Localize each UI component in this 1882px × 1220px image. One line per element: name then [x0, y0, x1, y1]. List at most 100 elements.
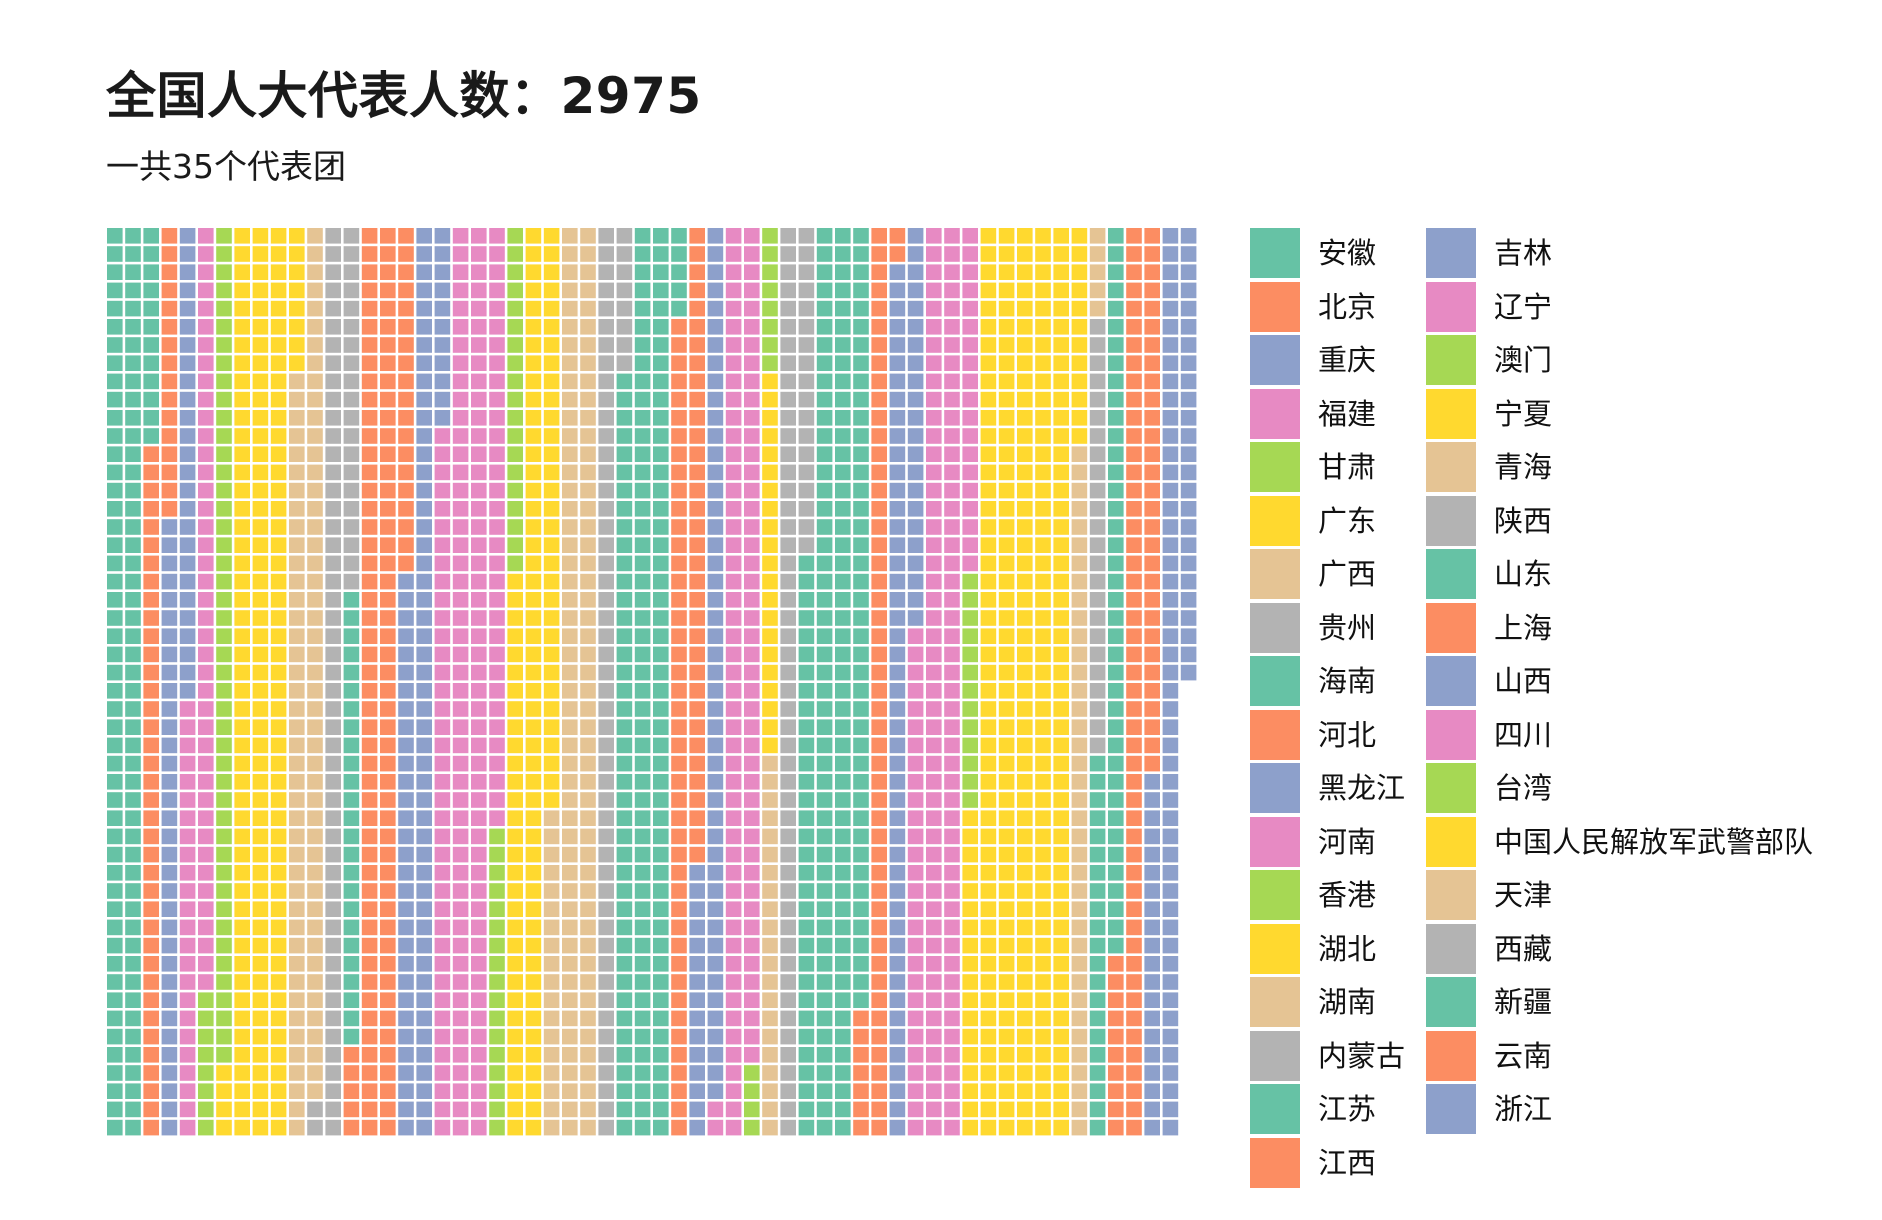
- waffle-cell: [107, 956, 123, 972]
- waffle-cell: [325, 792, 341, 808]
- waffle-cell: [798, 1065, 815, 1081]
- waffle-cell: [398, 373, 414, 390]
- waffle-cell: [1144, 1083, 1160, 1099]
- waffle-cell: [525, 865, 542, 881]
- waffle-cell: [689, 610, 705, 626]
- waffle-cell: [252, 865, 269, 881]
- waffle-cell: [161, 664, 178, 681]
- waffle-cell: [198, 774, 214, 790]
- waffle-cell: [1017, 992, 1033, 1008]
- waffle-cell: [853, 719, 869, 735]
- waffle-cell: [270, 810, 287, 826]
- waffle-cell: [853, 919, 869, 936]
- waffle-cell: [762, 865, 778, 881]
- waffle-cell: [1053, 610, 1069, 626]
- waffle-cell: [525, 482, 542, 499]
- waffle-cell: [398, 592, 414, 608]
- waffle-cell: [179, 501, 196, 517]
- waffle-cell: [926, 737, 942, 754]
- waffle-cell: [1108, 792, 1124, 808]
- waffle-cell: [198, 355, 214, 371]
- waffle-cell: [398, 410, 414, 426]
- waffle-cell: [107, 1065, 123, 1081]
- waffle-cell: [198, 664, 214, 681]
- waffle-cell: [889, 628, 906, 644]
- waffle-cell: [816, 501, 833, 517]
- waffle-cell: [907, 755, 924, 772]
- waffle-cell: [107, 537, 123, 553]
- waffle-cell: [707, 919, 724, 936]
- waffle-cell: [234, 537, 250, 553]
- waffle-cell: [471, 628, 487, 644]
- waffle-cell: [252, 992, 269, 1008]
- waffle-cell: [780, 1047, 796, 1063]
- waffle-cell: [598, 755, 614, 772]
- waffle-cell: [871, 555, 887, 572]
- waffle-cell: [871, 883, 887, 899]
- waffle-cell: [543, 300, 560, 317]
- waffle-cell: [307, 919, 323, 936]
- waffle-cell: [143, 228, 159, 244]
- waffle-cell: [853, 319, 869, 335]
- waffle-cell: [361, 482, 378, 499]
- waffle-cell: [525, 246, 542, 262]
- waffle-cell: [1108, 464, 1124, 481]
- waffle-cell: [962, 319, 978, 335]
- waffle-cell: [143, 319, 159, 335]
- waffle-cell: [1071, 610, 1088, 626]
- waffle-cell: [1162, 901, 1179, 917]
- waffle-cell: [434, 1010, 451, 1027]
- waffle-cell: [616, 664, 633, 681]
- waffle-cell: [725, 319, 742, 335]
- waffle-cell: [816, 646, 833, 663]
- waffle-cell: [634, 974, 651, 990]
- waffle-cell: [525, 1119, 542, 1136]
- waffle-series-7: [307, 228, 360, 1136]
- waffle-cell: [598, 610, 614, 626]
- waffle-cell: [744, 992, 760, 1008]
- waffle-cell: [871, 828, 887, 845]
- waffle-cell: [1126, 1101, 1142, 1118]
- waffle-cell: [889, 937, 906, 954]
- waffle-cell: [1071, 1028, 1088, 1045]
- waffle-cell: [198, 646, 214, 663]
- waffle-cell: [816, 282, 833, 299]
- waffle-cell: [871, 1083, 887, 1099]
- waffle-cell: [198, 992, 214, 1008]
- waffle-cell: [798, 992, 815, 1008]
- waffle-cell: [744, 337, 760, 353]
- waffle-cell: [998, 246, 1015, 262]
- waffle-cell: [744, 1101, 760, 1118]
- waffle-cell: [835, 428, 851, 444]
- waffle-cell: [707, 1083, 724, 1099]
- waffle-cell: [653, 919, 669, 936]
- waffle-cell: [798, 846, 815, 863]
- waffle-cell: [270, 901, 287, 917]
- waffle-cell: [962, 1101, 978, 1118]
- waffle-cell: [1126, 628, 1142, 644]
- waffle-cell: [452, 592, 469, 608]
- waffle-cell: [343, 573, 360, 590]
- waffle-cell: [525, 610, 542, 626]
- waffle-cell: [671, 992, 687, 1008]
- waffle-cell: [507, 883, 523, 899]
- waffle-cell: [198, 1083, 214, 1099]
- waffle-cell: [998, 391, 1015, 408]
- waffle-cell: [234, 1083, 250, 1099]
- waffle-cell: [689, 956, 705, 972]
- waffle-cell: [998, 410, 1015, 426]
- waffle-cell: [689, 264, 705, 280]
- waffle-cell: [507, 956, 523, 972]
- waffle-cell: [689, 282, 705, 299]
- waffle-cell: [380, 555, 396, 572]
- waffle-cell: [507, 464, 523, 481]
- waffle-cell: [543, 1010, 560, 1027]
- waffle-cell: [1035, 1101, 1051, 1118]
- waffle-cell: [289, 610, 305, 626]
- waffle-cell: [780, 755, 796, 772]
- waffle-cell: [962, 719, 978, 735]
- waffle-cell: [1089, 519, 1106, 535]
- waffle-cell: [489, 1101, 505, 1118]
- waffle-cell: [853, 482, 869, 499]
- waffle-cell: [252, 683, 269, 699]
